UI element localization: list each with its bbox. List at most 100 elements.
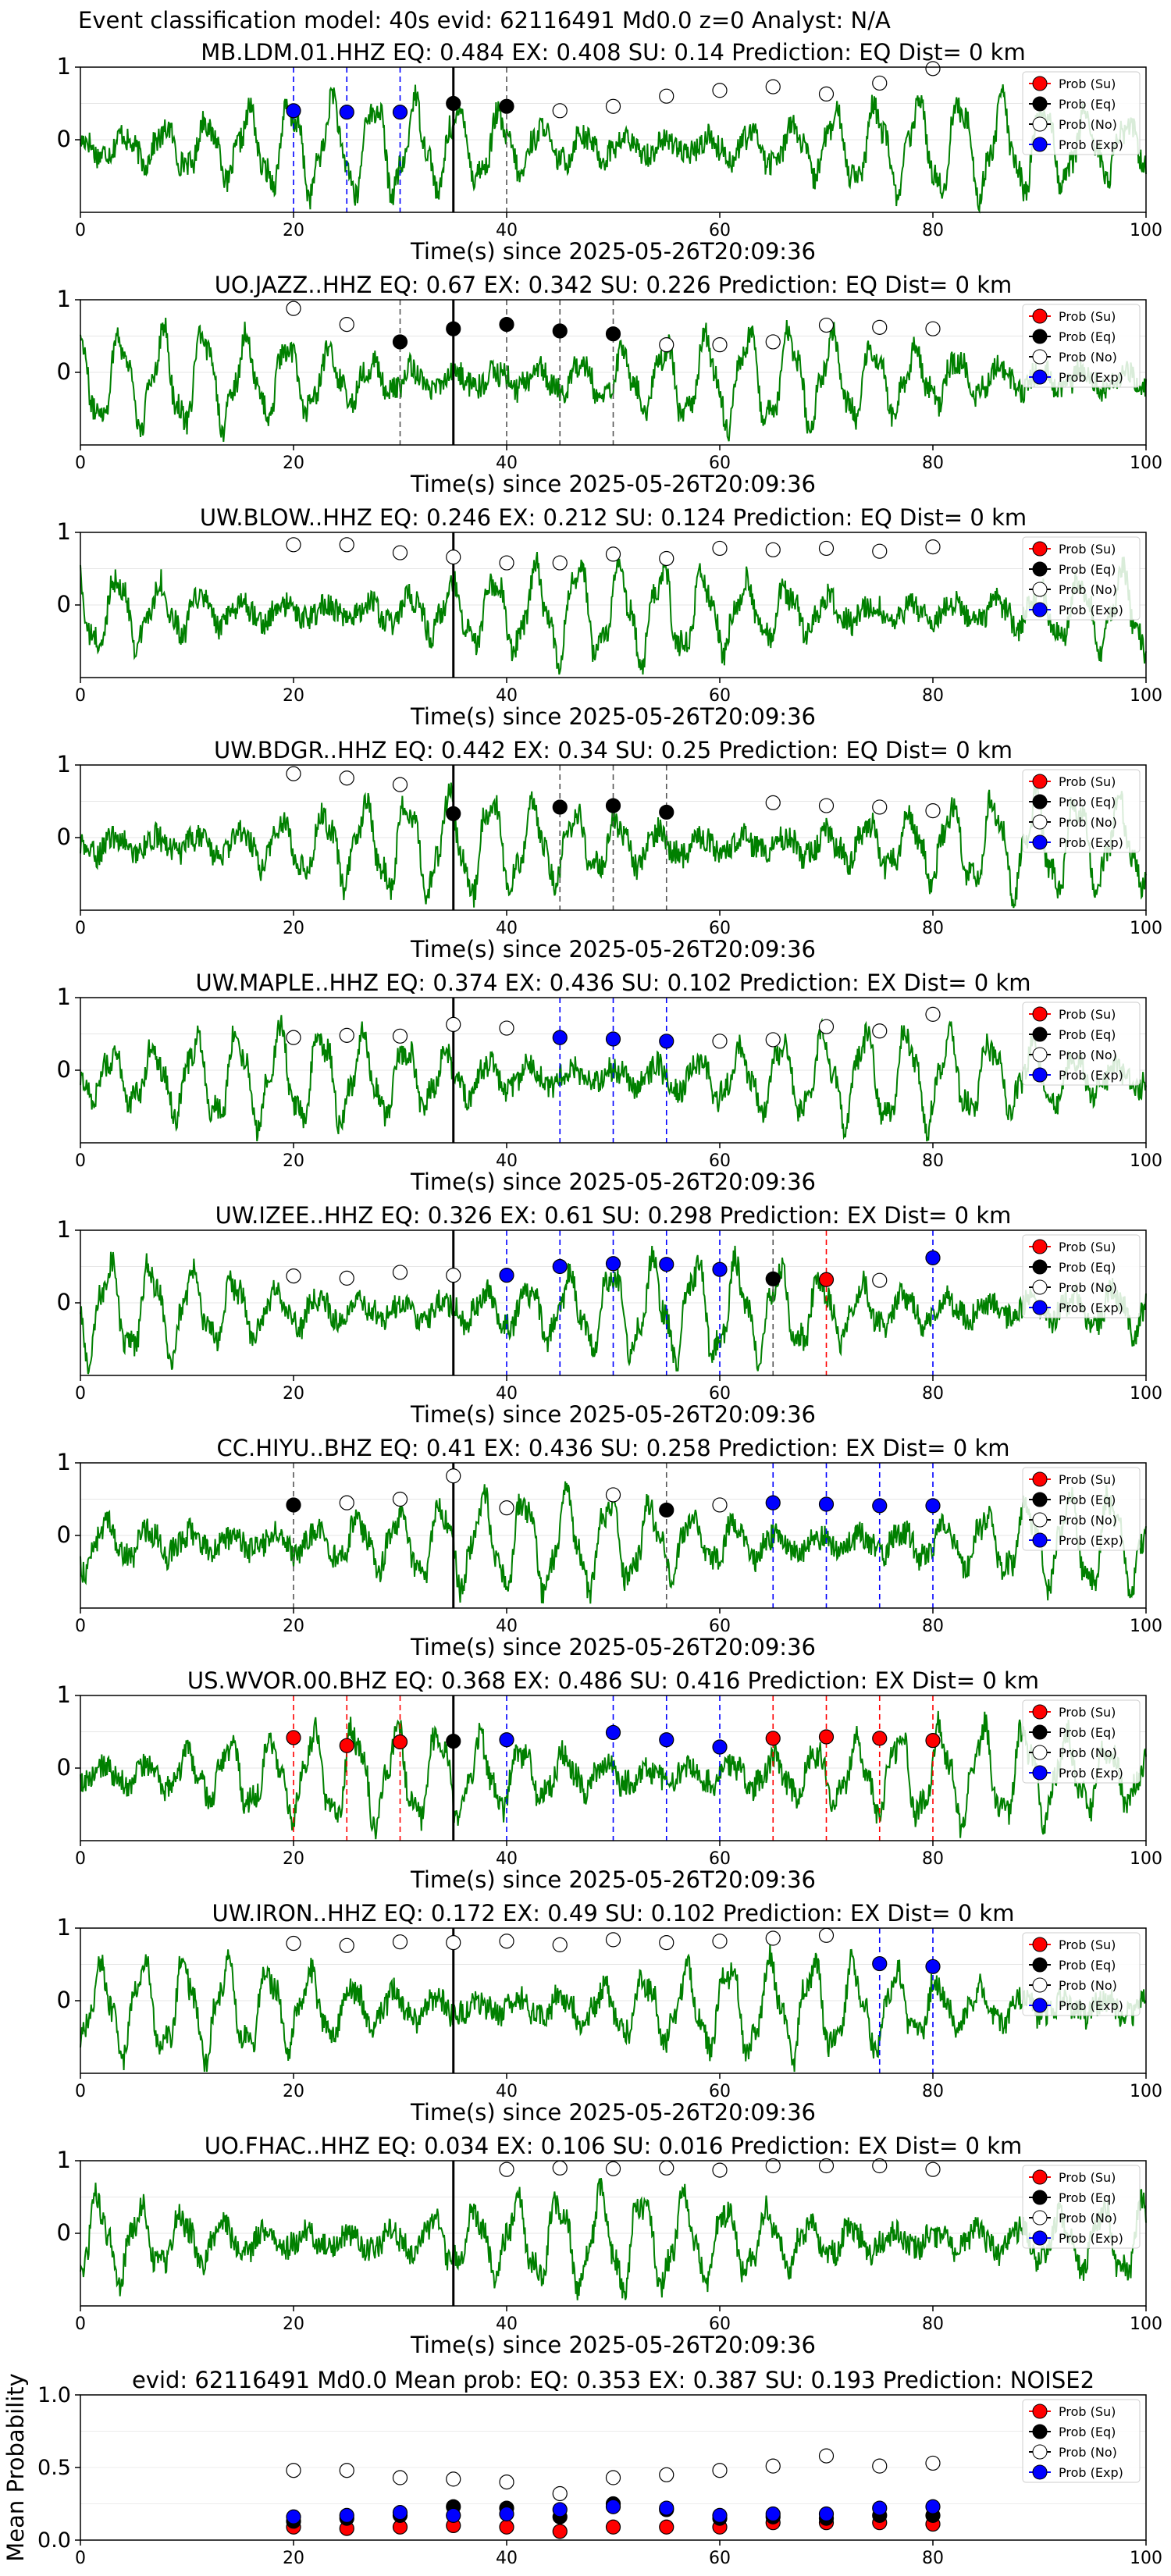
prob-point-eq — [659, 804, 674, 820]
legend-box — [1022, 536, 1141, 621]
legend-marker-su — [1032, 2169, 1048, 2185]
x-tick-label: 0 — [75, 2082, 86, 2101]
mean-prob-point-su — [659, 2519, 674, 2535]
prob-point-no — [605, 98, 621, 114]
prob-point-no — [392, 777, 408, 792]
x-tick-label: 20 — [283, 1617, 304, 1636]
legend-label: Prob (Exp) — [1059, 835, 1123, 850]
prob-point-no — [712, 540, 728, 557]
legend-marker-no — [1032, 116, 1048, 132]
prob-point-no — [765, 795, 781, 810]
prob-point-exp — [925, 1498, 941, 1514]
prob-point-no — [446, 1268, 461, 1283]
legend-label: Prob (Su) — [1059, 309, 1116, 324]
panel-title: UW.BDGR..HHZ EQ: 0.442 EX: 0.34 SU: 0.25… — [214, 737, 1013, 763]
legend-marker-no — [1032, 349, 1048, 365]
prob-point-no — [499, 1934, 514, 1949]
legend-label: Prob (Exp) — [1059, 1766, 1123, 1781]
x-tick-label: 40 — [496, 1849, 518, 1869]
panel-title: UW.IRON..HHZ EQ: 0.172 EX: 0.49 SU: 0.10… — [212, 1900, 1015, 1927]
legend-label: Prob (Exp) — [1059, 1533, 1123, 1548]
prob-point-no — [499, 2161, 514, 2177]
legend-label: Prob (Exp) — [1059, 137, 1123, 152]
legend-label: Prob (Su) — [1059, 1240, 1116, 1254]
legend-label: Prob (Eq) — [1059, 2425, 1116, 2439]
legend-label: Prob (Eq) — [1059, 795, 1116, 809]
mean-prob-point-exp — [659, 2500, 674, 2516]
prob-point-no — [605, 546, 621, 562]
x-tick-label: 60 — [709, 1617, 731, 1636]
prob-point-no — [872, 799, 888, 815]
panel-11: evid: 62116491 Md0.0 Mean prob: EQ: 0.35… — [2, 2367, 1162, 2568]
prob-point-no — [818, 540, 835, 557]
legend-marker-exp — [1032, 1300, 1048, 1315]
legend-label: Prob (Su) — [1059, 1705, 1116, 1720]
y-axis-label: Mean Probability — [2, 2373, 29, 2562]
x-tick-label: 20 — [283, 1151, 304, 1171]
legend-label: Prob (No) — [1059, 117, 1117, 132]
legend-label: Prob (No) — [1059, 1978, 1117, 1993]
prob-point-eq — [446, 95, 461, 112]
legend-marker-no — [1032, 1745, 1048, 1760]
panel-6: UW.IZEE..HHZ EQ: 0.326 EX: 0.61 SU: 0.29… — [57, 1202, 1162, 1428]
x-tick-label: 80 — [922, 919, 944, 938]
prob-point-no — [286, 1935, 301, 1952]
prob-point-no — [446, 550, 461, 565]
legend-label: Prob (Exp) — [1059, 603, 1123, 617]
mean-prob-point-no — [339, 2463, 354, 2478]
prob-point-no — [446, 1016, 461, 1033]
x-tick-label: 100 — [1130, 1617, 1162, 1636]
panel-title: US.WVOR.00.BHZ EQ: 0.368 EX: 0.486 SU: 0… — [187, 1667, 1039, 1694]
legend-box — [1022, 769, 1141, 853]
prob-point-no — [765, 1930, 781, 1946]
x-tick-label: 20 — [283, 686, 304, 706]
legend-marker-su — [1032, 2403, 1048, 2419]
prob-point-no — [712, 2162, 728, 2178]
mean-prob-point-no — [499, 2475, 514, 2490]
panel-8: US.WVOR.00.BHZ EQ: 0.368 EX: 0.486 SU: 0… — [57, 1667, 1162, 1893]
x-tick-label: 100 — [1130, 454, 1162, 473]
mean-prob-point-no — [605, 2470, 621, 2485]
panel-title: UW.BLOW..HHZ EQ: 0.246 EX: 0.212 SU: 0.1… — [200, 504, 1027, 531]
prob-point-no — [659, 88, 674, 104]
legend-marker-no — [1032, 814, 1048, 830]
y-tick-label: 0 — [57, 2219, 71, 2246]
x-tick-label: 100 — [1130, 686, 1162, 706]
prob-point-no — [765, 79, 781, 94]
x-tick-label: 80 — [922, 454, 944, 473]
x-tick-label: 0 — [75, 1617, 86, 1636]
legend-label: Prob (No) — [1059, 1745, 1117, 1760]
prob-point-no — [286, 1268, 301, 1284]
x-tick-label: 80 — [922, 1849, 944, 1869]
prob-point-eq — [659, 1502, 674, 1518]
legend-label: Prob (Eq) — [1059, 2190, 1116, 2205]
legend-label: Prob (No) — [1059, 1048, 1117, 1062]
prob-point-no — [872, 75, 888, 91]
prob-point-no — [659, 337, 674, 353]
y-tick-label: 1 — [57, 2147, 71, 2173]
legend-marker-exp — [1032, 2230, 1048, 2246]
x-axis-label: Time(s) since 2025-05-26T20:09:36 — [410, 1401, 816, 1428]
x-tick-label: 0 — [75, 221, 86, 240]
legend-marker-eq — [1032, 1724, 1048, 1740]
legend-box — [1022, 1002, 1141, 1086]
x-tick-label: 60 — [709, 1849, 731, 1869]
prob-point-no — [605, 1932, 621, 1948]
legend-label: Prob (Su) — [1059, 2404, 1116, 2419]
panel-title: UW.IZEE..HHZ EQ: 0.326 EX: 0.61 SU: 0.29… — [215, 1202, 1012, 1229]
prob-point-su — [925, 1733, 941, 1749]
prob-point-no — [339, 1495, 354, 1510]
legend-label: Prob (Su) — [1059, 774, 1116, 789]
x-axis-label: Time(s) since 2025-05-26T20:09:36 — [410, 2099, 816, 2126]
x-tick-label: 40 — [496, 1384, 518, 1404]
prob-point-no — [925, 321, 941, 336]
legend-label: Prob (Su) — [1059, 542, 1116, 557]
legend-label: Prob (No) — [1059, 582, 1117, 597]
mean-prob-point-exp — [339, 2507, 354, 2523]
x-tick-label: 40 — [496, 1617, 518, 1636]
mean-prob-point-no — [818, 2448, 835, 2464]
x-tick-label: 60 — [709, 1384, 731, 1404]
y-tick-label: 0 — [57, 1521, 71, 1548]
prob-point-no — [712, 1034, 728, 1049]
legend-label: Prob (Eq) — [1059, 1493, 1116, 1507]
